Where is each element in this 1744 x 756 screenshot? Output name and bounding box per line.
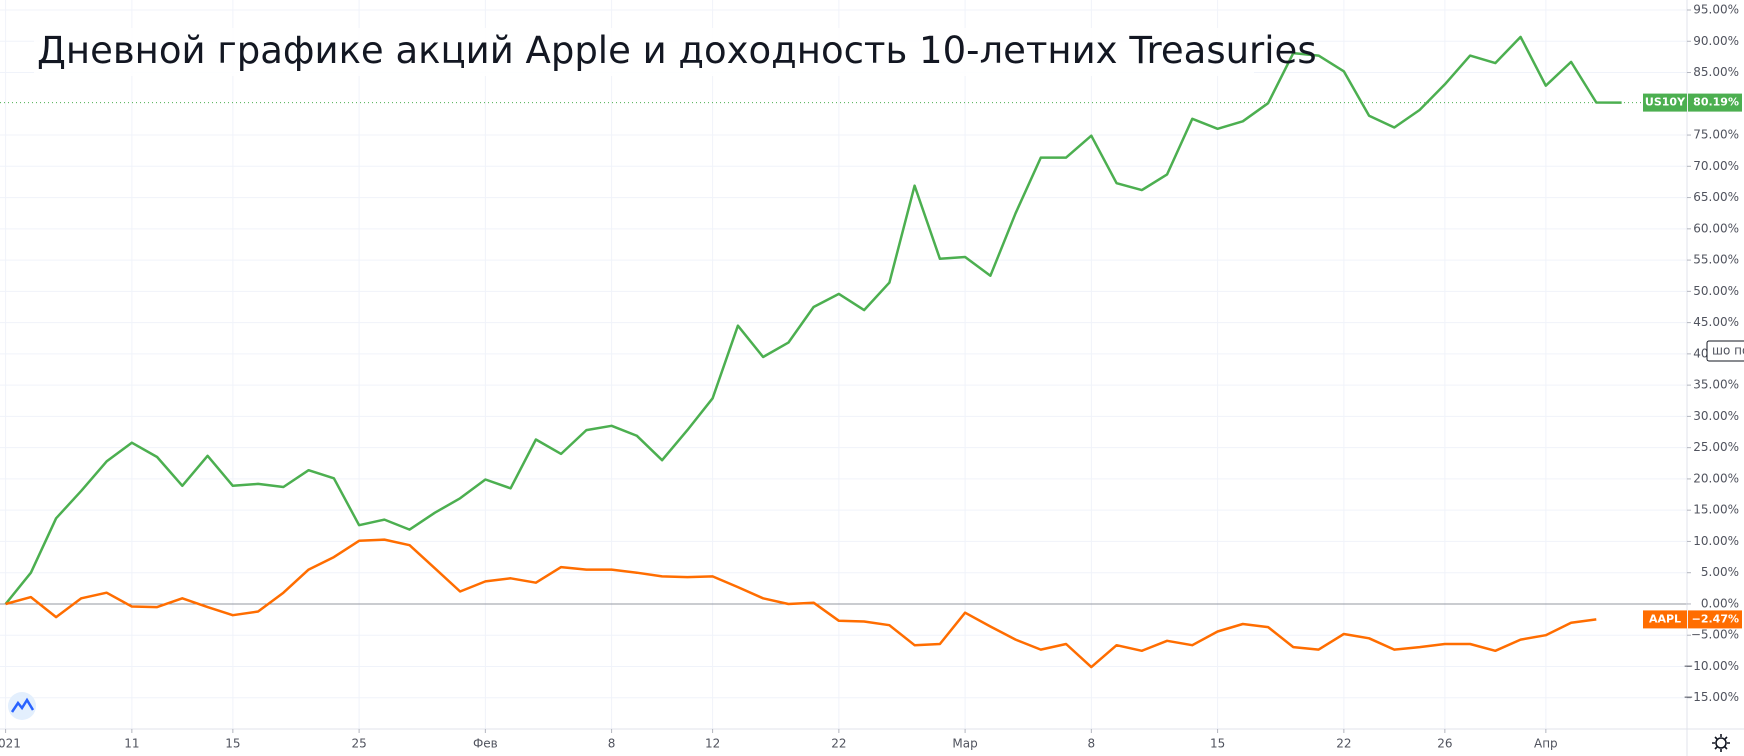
y-tick-label: 90.00% (1693, 34, 1739, 48)
last-value-label: −2.47% (1692, 612, 1739, 625)
y-tick-label: 10.00% (1693, 534, 1739, 548)
lines (0, 35, 1687, 669)
last-value-tag (1688, 610, 1742, 629)
series-name: AAPL (1649, 612, 1681, 625)
y-tick-label: 5.00% (1701, 565, 1739, 579)
series-line (5, 538, 1597, 669)
y-tick-label: 95.00% (1693, 3, 1739, 17)
y-tick-label: −10.00% (1683, 659, 1739, 673)
y-axis-band (1687, 0, 1744, 756)
y-tick-label: 0.00% (1701, 596, 1739, 610)
tooltip-box (1706, 340, 1744, 362)
series-name-tag (1643, 610, 1687, 629)
last-value-label: 80.19% (1693, 96, 1739, 109)
y-tick-label: 25.00% (1693, 440, 1739, 454)
y-tick-label: 30.00% (1693, 409, 1739, 423)
title-background (34, 28, 1254, 76)
y-tick-label: 60.00% (1693, 221, 1739, 235)
x-tick-label: 11 (124, 737, 139, 751)
x-tick-label: 8 (608, 737, 616, 751)
x-tick-label: 25 (351, 737, 366, 751)
series-name: US10Y (1645, 96, 1686, 109)
y-tick-label: 20.00% (1693, 471, 1739, 485)
y-tick-label: 55.00% (1693, 253, 1739, 267)
x-tick-label: 15 (225, 737, 240, 751)
y-tick-label: 85.00% (1693, 65, 1739, 79)
x-tick-label: 26 (1437, 737, 1452, 751)
x-tick-label: 22 (831, 737, 846, 751)
x-tick-label: 12 (705, 737, 720, 751)
last-value-tag (1688, 93, 1742, 112)
settings-icon[interactable] (1712, 734, 1730, 752)
x-tick-label: 22 (1336, 737, 1351, 751)
y-tick-label: 45.00% (1693, 315, 1739, 329)
y-tick-label: 35.00% (1693, 378, 1739, 392)
y-tick-label: 75.00% (1693, 128, 1739, 142)
logo (8, 692, 36, 720)
x-tick-label: Мар (952, 737, 977, 751)
y-tick-label: 70.00% (1693, 159, 1739, 173)
chart-title: Дневной графике акций Apple и доходность… (37, 29, 1317, 72)
series-name-tag (1643, 93, 1687, 112)
x-tick-label: 2021 (0, 737, 21, 751)
axes: 95.00%90.00%85.00%75.00%70.00%65.00%60.0… (0, 3, 1744, 751)
x-tick-label: 8 (1088, 737, 1096, 751)
x-tick-label: Фев (473, 737, 498, 751)
x-tick-label: 15 (1210, 737, 1225, 751)
y-tick-label: −5.00% (1691, 628, 1739, 642)
y-tick-label: 15.00% (1693, 503, 1739, 517)
x-tick-label: Апр (1534, 737, 1558, 751)
x-axis-band (1, 729, 1744, 756)
tooltip-text: шо по (1712, 344, 1744, 358)
y-tick-label: −15.00% (1683, 690, 1739, 704)
y-tick-label: 50.00% (1693, 284, 1739, 298)
series-line (4, 35, 1622, 605)
grid (0, 0, 1687, 729)
y-tick-label: 65.00% (1693, 190, 1739, 204)
